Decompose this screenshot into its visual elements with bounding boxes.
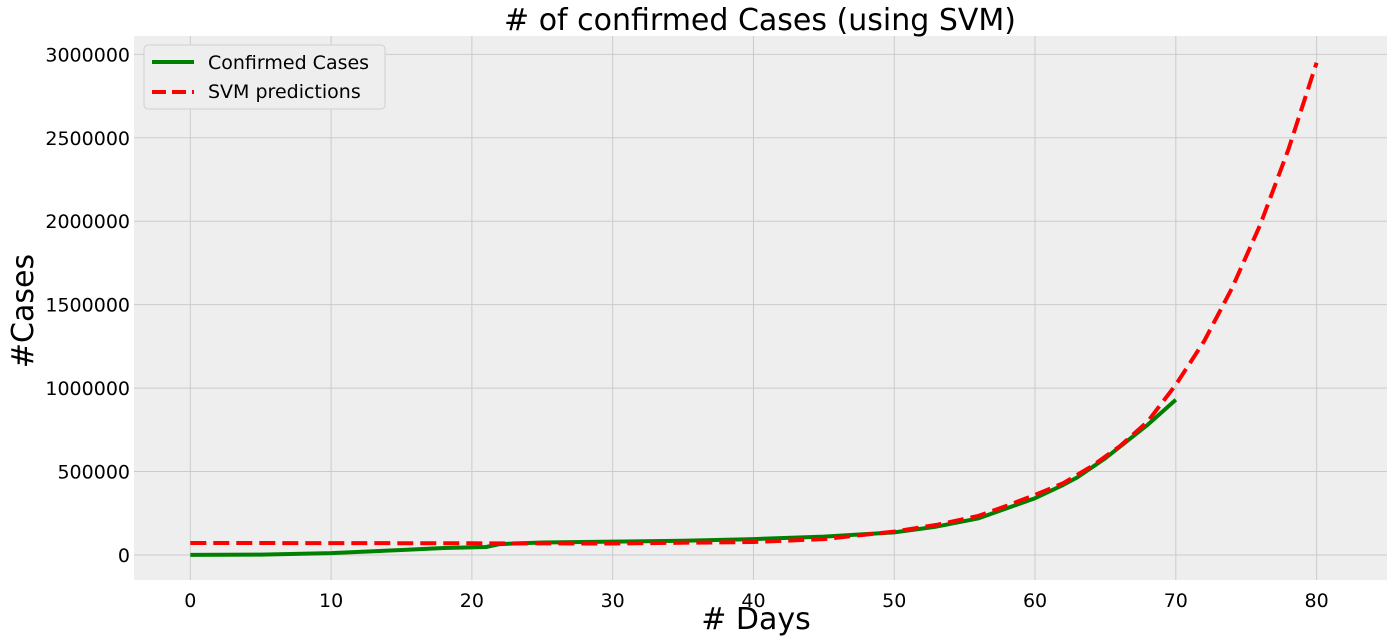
series-line-svm-predictions xyxy=(190,62,1319,546)
y-tick-label: 3000000 xyxy=(45,44,130,66)
y-tick-label: 0 xyxy=(118,545,130,567)
x-tick-label: 0 xyxy=(184,590,196,612)
series-layer xyxy=(190,62,1319,557)
plot-area xyxy=(134,36,1387,580)
legend-label-confirmed: Confirmed Cases xyxy=(208,52,369,74)
y-axis-label: #Cases xyxy=(6,254,41,368)
y-tick-label: 2000000 xyxy=(45,211,130,233)
x-tick-labels: 0 10 20 30 40 50 60 70 80 xyxy=(184,590,1328,612)
y-tick-label: 2500000 xyxy=(45,128,130,150)
x-tick-label: 50 xyxy=(882,590,906,612)
x-tick-label: 30 xyxy=(601,590,625,612)
grid-lines xyxy=(134,36,1387,580)
x-tick-label: 60 xyxy=(1023,590,1047,612)
x-tick-label: 70 xyxy=(1164,590,1188,612)
x-tick-label: 10 xyxy=(319,590,343,612)
y-tick-label: 1500000 xyxy=(45,295,130,317)
x-tick-label: 40 xyxy=(741,590,765,612)
y-tick-label: 1000000 xyxy=(45,378,130,400)
x-axis-label: # Days xyxy=(701,602,811,637)
legend: Confirmed Cases SVM predictions xyxy=(143,44,386,110)
legend-label-svm: SVM predictions xyxy=(208,81,361,103)
chart-title: # of confirmed Cases (using SVM) xyxy=(504,3,1016,38)
x-tick-label: 80 xyxy=(1305,590,1329,612)
x-tick-label: 20 xyxy=(460,590,484,612)
legend-box xyxy=(143,44,386,110)
y-tick-label: 500000 xyxy=(57,462,130,484)
y-tick-labels: 0 500000 1000000 1500000 2000000 2500000 30000… xyxy=(45,44,130,567)
